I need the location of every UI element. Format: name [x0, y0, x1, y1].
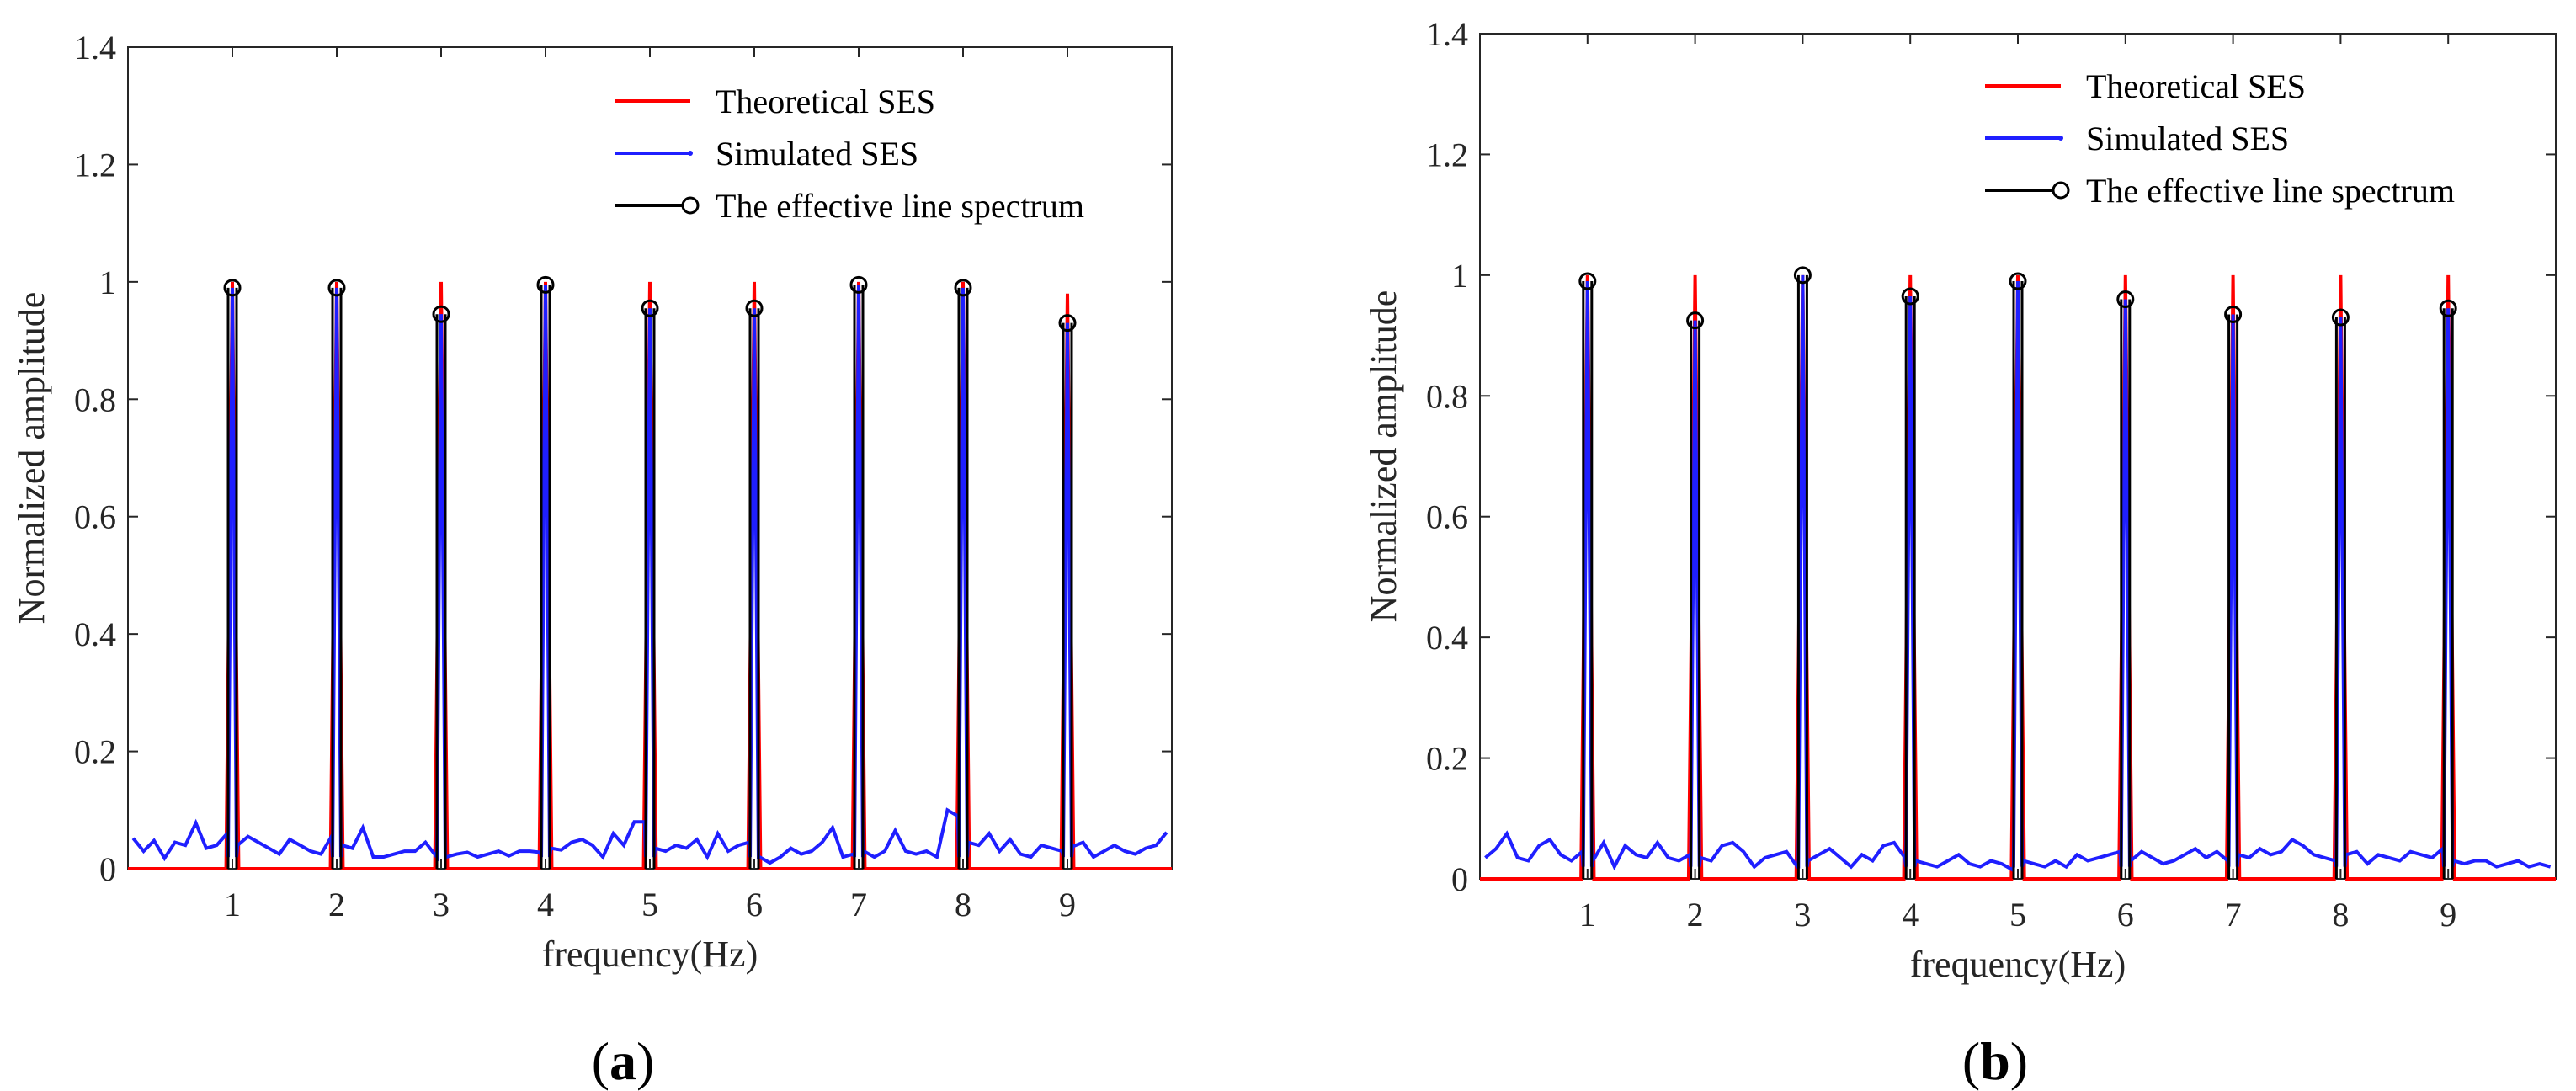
legend: Theoretical SES Simulated SES The effectiv…	[1985, 67, 2455, 210]
chart-panel-a: 0 0.2 0.4 0.6 0.8 1 1.2 1.4 1 2 3 4 5 6 7 8 9 frequency(H…	[11, 29, 1173, 975]
line-spectrum-marker	[1793, 266, 1812, 285]
x-tick-label: 9	[2440, 896, 2456, 934]
x-tick-label: 2	[328, 886, 345, 923]
x-tick-label: 8	[955, 886, 971, 923]
line-spectrum-marker	[849, 275, 868, 294]
x-tick-label: 5	[641, 886, 658, 923]
chart-panel-b: 0 0.2 0.4 0.6 0.8 1 1.2 1.4 1 2 3 4 5 6 7 8 9 frequency(H…	[1363, 15, 2557, 985]
panel-label-b: (b)	[1962, 1031, 2028, 1091]
y-tick-label: 0.8	[1426, 377, 1468, 415]
x-tick-label: 2	[1687, 896, 1704, 934]
legend-label: Simulated SES	[2086, 120, 2289, 157]
x-tick-label: 9	[1059, 886, 1076, 923]
x-tick-label: 7	[2225, 896, 2242, 934]
y-tick-label: 0	[99, 850, 116, 888]
line-spectrum-marker	[2009, 272, 2027, 290]
y-tick-label: 0.6	[74, 498, 116, 536]
line-spectrum-marker	[2224, 305, 2243, 323]
y-tick-label: 0.4	[74, 615, 116, 653]
x-tick-label: 1	[1579, 896, 1596, 934]
series-simulated-ses	[131, 285, 1168, 865]
x-axis-title: frequency(Hz)	[542, 934, 758, 975]
line-spectrum-marker	[1901, 287, 1919, 306]
line-spectrum-marker	[954, 279, 972, 297]
line-spectrum-marker	[2116, 290, 2135, 309]
line-spectrum-marker	[1578, 272, 1597, 290]
panel-label-letter: b	[1980, 1031, 2010, 1091]
y-tick-label: 0.8	[74, 381, 116, 418]
x-axis-title: frequency(Hz)	[1910, 944, 2126, 985]
line-spectrum-marker	[2439, 299, 2457, 317]
y-tick-label: 0	[1451, 860, 1468, 898]
series-simulated-ses	[1484, 274, 2552, 873]
y-tick-label: 1	[99, 263, 116, 301]
panel-label-close: )	[636, 1031, 654, 1091]
x-tick-label: 3	[433, 886, 450, 923]
line-spectrum-marker	[327, 279, 346, 297]
legend-label: Theoretical SES	[2086, 67, 2306, 105]
x-tick-label: 1	[224, 886, 241, 923]
line-spectrum-marker	[745, 299, 764, 317]
line-spectrum-marker	[432, 305, 450, 323]
y-tick-label: 1	[1451, 257, 1468, 295]
x-tick-label: 6	[2117, 896, 2134, 934]
x-tick-label: 4	[1902, 896, 1919, 934]
legend-marker-circle	[681, 196, 700, 215]
legend-label: Simulated SES	[716, 135, 918, 173]
panel-label-open: (	[1962, 1031, 1980, 1091]
x-tick-label: 7	[850, 886, 867, 923]
y-tick-label: 0.2	[1426, 740, 1468, 778]
x-tick-label: 3	[1794, 896, 1811, 934]
x-tick-label: 4	[537, 886, 554, 923]
y-tick-label: 0.6	[1426, 498, 1468, 536]
line-spectrum-marker	[223, 279, 242, 297]
y-tick-label: 1.2	[74, 146, 116, 184]
y-axis-title: Normalized amplitude	[11, 292, 52, 625]
legend-label: The effective line spectrum	[2086, 172, 2455, 210]
y-tick-label: 0.4	[1426, 619, 1468, 657]
legend-label: The effective line spectrum	[716, 187, 1084, 225]
y-tick-label: 1.4	[1426, 15, 1468, 53]
panel-label-open: (	[592, 1031, 609, 1091]
line-spectrum-marker	[1686, 311, 1705, 330]
line-spectrum-marker	[641, 299, 659, 317]
y-axis-title: Normalized amplitude	[1363, 290, 1404, 623]
y-tick-label: 0.2	[74, 733, 116, 771]
legend-marker-dot	[688, 151, 693, 156]
line-spectrum-marker	[2331, 308, 2350, 327]
line-spectrum-marker	[1058, 314, 1077, 333]
legend-label: Theoretical SES	[716, 82, 935, 120]
x-tick-label: 6	[746, 886, 763, 923]
line-spectrum-marker	[536, 275, 555, 294]
y-tick-label: 1.4	[74, 29, 116, 67]
legend-marker-dot	[2058, 136, 2063, 141]
legend-marker-circle	[2052, 181, 2070, 200]
x-tick-label: 5	[2009, 896, 2026, 934]
panel-label-a: (a)	[592, 1031, 655, 1091]
legend: Theoretical SES Simulated SES The effectiv…	[615, 82, 1084, 225]
panel-label-letter: a	[609, 1031, 636, 1091]
y-tick-label: 1.2	[1426, 136, 1468, 173]
x-tick-label: 8	[2332, 896, 2349, 934]
panel-label-close: )	[2010, 1031, 2028, 1091]
